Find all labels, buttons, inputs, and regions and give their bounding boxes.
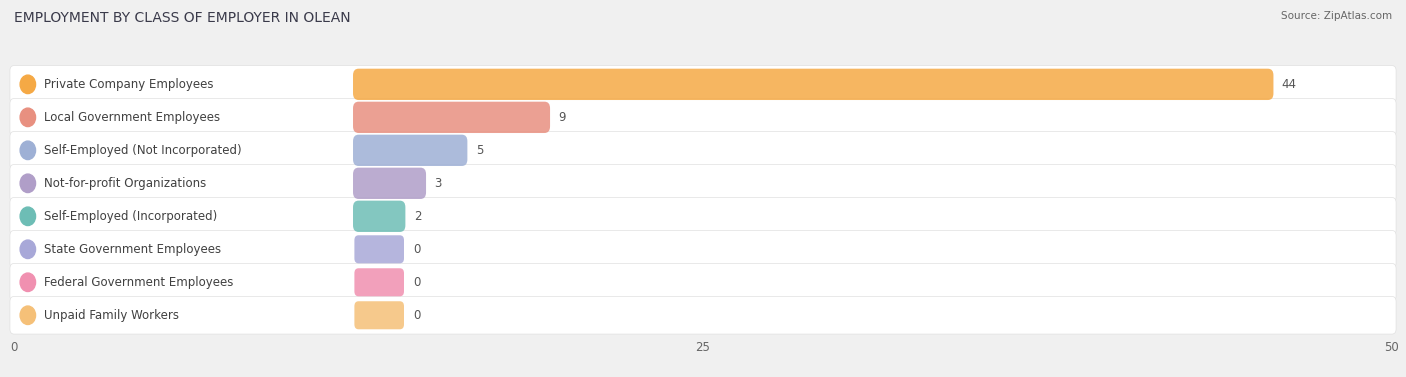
- Text: 0: 0: [413, 276, 420, 289]
- FancyBboxPatch shape: [10, 164, 1396, 202]
- Circle shape: [20, 108, 35, 127]
- FancyBboxPatch shape: [10, 132, 1396, 169]
- Text: 5: 5: [475, 144, 484, 157]
- Text: Private Company Employees: Private Company Employees: [45, 78, 214, 91]
- FancyBboxPatch shape: [10, 264, 1396, 301]
- FancyBboxPatch shape: [354, 301, 404, 329]
- FancyBboxPatch shape: [353, 69, 1274, 100]
- FancyBboxPatch shape: [10, 198, 1396, 235]
- FancyBboxPatch shape: [353, 201, 405, 232]
- FancyBboxPatch shape: [353, 102, 550, 133]
- FancyBboxPatch shape: [353, 135, 467, 166]
- Text: Local Government Employees: Local Government Employees: [45, 111, 221, 124]
- Circle shape: [20, 174, 35, 193]
- FancyBboxPatch shape: [353, 168, 426, 199]
- Text: EMPLOYMENT BY CLASS OF EMPLOYER IN OLEAN: EMPLOYMENT BY CLASS OF EMPLOYER IN OLEAN: [14, 11, 350, 25]
- FancyBboxPatch shape: [354, 268, 404, 296]
- FancyBboxPatch shape: [10, 98, 1396, 136]
- Circle shape: [20, 306, 35, 325]
- Text: 0: 0: [413, 309, 420, 322]
- Text: 44: 44: [1282, 78, 1296, 91]
- Text: Source: ZipAtlas.com: Source: ZipAtlas.com: [1281, 11, 1392, 21]
- Circle shape: [20, 273, 35, 291]
- Text: 0: 0: [413, 243, 420, 256]
- FancyBboxPatch shape: [10, 296, 1396, 334]
- Text: 9: 9: [558, 111, 565, 124]
- FancyBboxPatch shape: [354, 235, 404, 263]
- Text: Federal Government Employees: Federal Government Employees: [45, 276, 233, 289]
- Circle shape: [20, 75, 35, 93]
- FancyBboxPatch shape: [10, 66, 1396, 103]
- Circle shape: [20, 141, 35, 159]
- Circle shape: [20, 207, 35, 225]
- FancyBboxPatch shape: [10, 230, 1396, 268]
- Text: Self-Employed (Not Incorporated): Self-Employed (Not Incorporated): [45, 144, 242, 157]
- Text: State Government Employees: State Government Employees: [45, 243, 222, 256]
- Circle shape: [20, 240, 35, 259]
- Text: Self-Employed (Incorporated): Self-Employed (Incorporated): [45, 210, 218, 223]
- Text: 3: 3: [434, 177, 441, 190]
- Text: Not-for-profit Organizations: Not-for-profit Organizations: [45, 177, 207, 190]
- Text: Unpaid Family Workers: Unpaid Family Workers: [45, 309, 180, 322]
- Text: 2: 2: [413, 210, 422, 223]
